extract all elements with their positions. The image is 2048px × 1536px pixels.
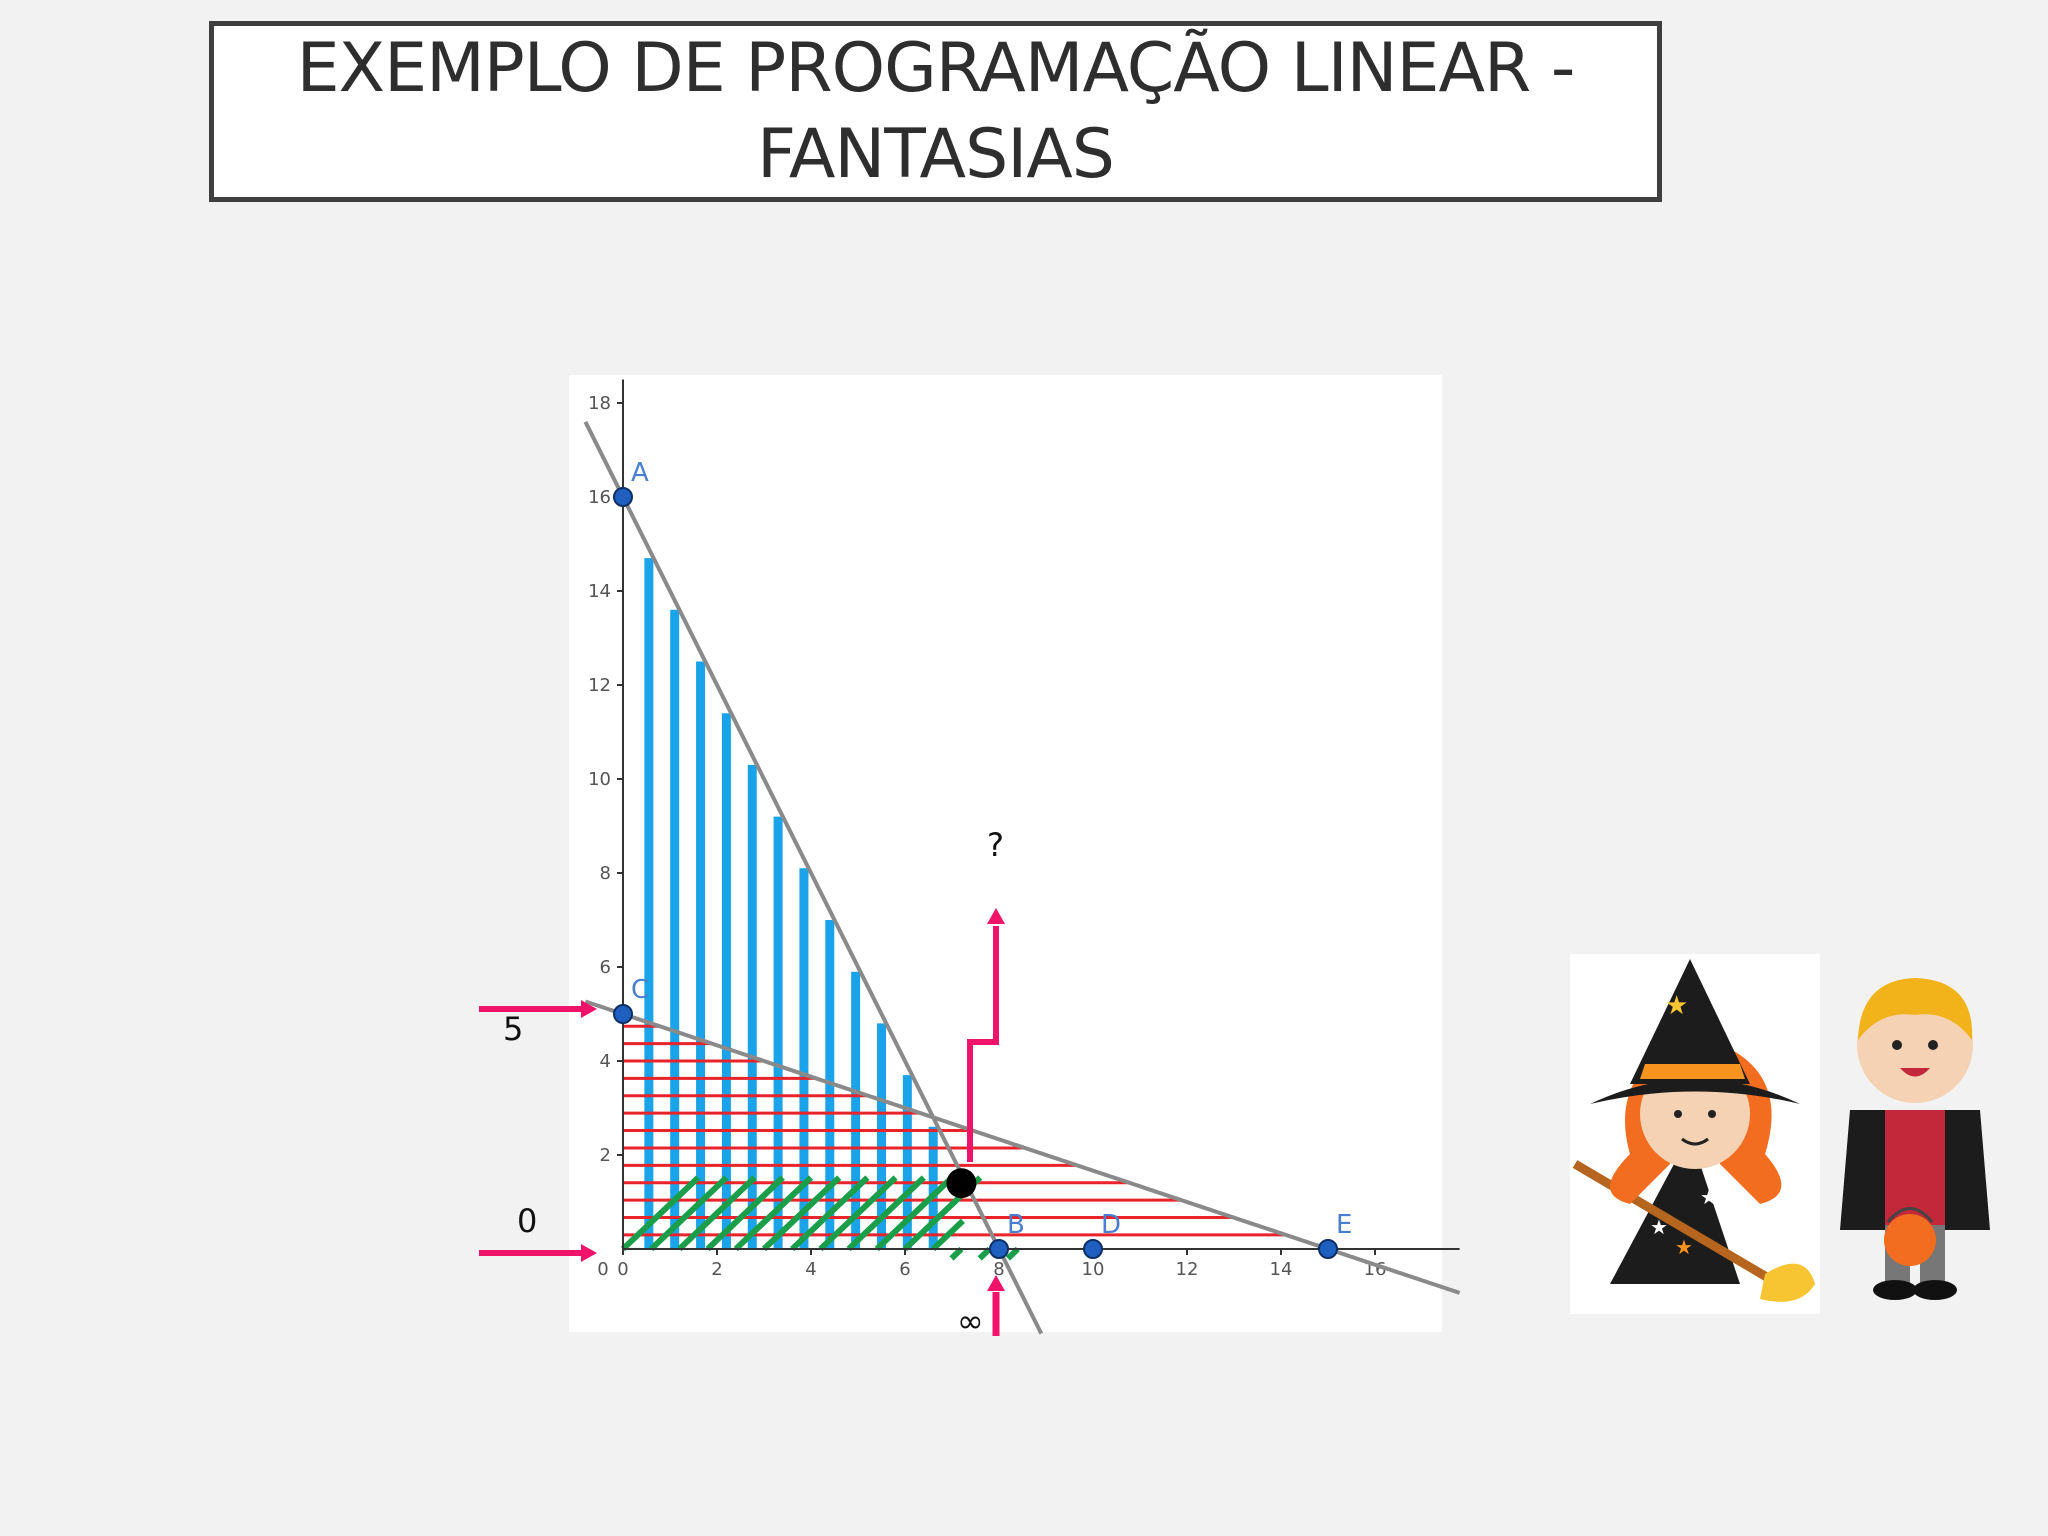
point-e — [1318, 1239, 1338, 1259]
x-tick-label: 10 — [1082, 1259, 1105, 1280]
arrow-to-c-head — [581, 1000, 597, 1018]
point-label-e: E — [1336, 1210, 1352, 1240]
point-c — [613, 1004, 633, 1024]
y-tick-label: 10 — [588, 769, 611, 790]
chart-background — [569, 375, 1442, 1332]
y-tick-label: 8 — [600, 863, 611, 884]
vertex-points: A C B D E — [613, 458, 1352, 1259]
title-line-2: FANTASIAS — [757, 114, 1115, 194]
x-tick-label: 12 — [1176, 1259, 1199, 1280]
witch-costume-image: ★ ★ ★ ★ — [1570, 954, 1820, 1314]
arrow-up-head — [987, 908, 1005, 924]
y-tick-label: 16 — [588, 487, 611, 508]
y-tick-label: 12 — [588, 675, 611, 696]
y-tick-label: 2 — [600, 1145, 611, 1166]
green-hatch-line — [949, 1246, 964, 1261]
svg-text:★: ★ — [1675, 1235, 1693, 1259]
green-hatch-line — [874, 1175, 955, 1252]
y-tick-label: 6 — [600, 957, 611, 978]
arrow-to-origin-head — [581, 1244, 597, 1262]
point-label-d: D — [1101, 1210, 1121, 1240]
vampire-costume-image — [1840, 978, 1990, 1300]
green-hatch-line — [846, 1175, 926, 1252]
svg-text:★: ★ — [1700, 1185, 1718, 1209]
x-tick-label: 8 — [993, 1259, 1004, 1280]
green-hatch-line — [705, 1175, 785, 1252]
green-hatch-line — [818, 1175, 898, 1252]
infinity-label: ∞ — [957, 1302, 984, 1340]
title-line-1: EXEMPLO DE PROGRAMAÇÃO LINEAR - — [296, 28, 1576, 108]
left-arrow-0-label: 0 — [517, 1202, 538, 1240]
green-hatch-line — [649, 1175, 729, 1252]
green-hatch-line — [733, 1175, 814, 1252]
x-tick-label: 0 — [617, 1259, 628, 1280]
x-tick-label: 2 — [711, 1259, 722, 1280]
point-d — [1083, 1239, 1103, 1259]
x-tick-label: 14 — [1270, 1259, 1293, 1280]
green-hatch-line — [931, 1218, 965, 1252]
arrow-to-b-head — [987, 1275, 1005, 1291]
point-label-a: A — [631, 458, 649, 488]
optimum-point — [946, 1168, 977, 1199]
point-a — [613, 487, 633, 507]
slide-title: EXEMPLO DE PROGRAMAÇÃO LINEAR - FANTASIA… — [209, 21, 1662, 202]
green-hatch-line — [977, 1246, 992, 1261]
x-tick-label: 4 — [805, 1259, 816, 1280]
feasible-region-hatching — [620, 558, 1286, 1261]
annotation-arrows — [479, 908, 1005, 1336]
y-tick-label: 18 — [588, 393, 611, 414]
green-hatch-line — [1005, 1246, 1020, 1261]
green-hatch-line — [677, 1175, 757, 1252]
svg-text:★: ★ — [1650, 1215, 1668, 1239]
arrow-up-shaft — [967, 926, 999, 1162]
point-label-c: C — [631, 975, 649, 1005]
green-hatch-line — [620, 1175, 701, 1252]
question-mark-label: ? — [987, 826, 1004, 864]
y-tick-label: 14 — [588, 581, 611, 602]
constraint-line-2 — [584, 999, 1461, 1295]
green-hatch-line — [790, 1175, 870, 1252]
svg-text:★: ★ — [1665, 991, 1688, 1021]
y-tick-label: 4 — [600, 1051, 611, 1072]
x-tick-label: 6 — [899, 1259, 910, 1280]
point-b — [989, 1239, 1009, 1259]
origin-label: 0 — [597, 1259, 608, 1280]
left-arrow-5-label: 5 — [503, 1010, 524, 1048]
green-hatch-line — [761, 1175, 842, 1252]
point-label-b: B — [1007, 1210, 1025, 1240]
